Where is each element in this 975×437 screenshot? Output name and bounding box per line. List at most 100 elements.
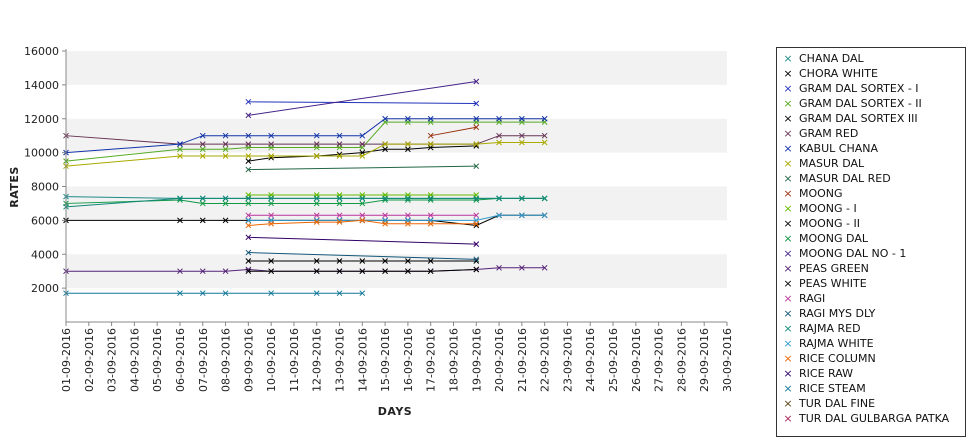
legend-marker-icon: ×: [783, 187, 793, 200]
data-point: [405, 212, 411, 219]
data-point: [313, 153, 320, 159]
data-point: [473, 141, 480, 148]
x-tick-label: 30-09-2016: [721, 328, 734, 392]
data-point: [496, 264, 502, 271]
legend-label: CHANA DAL: [799, 52, 864, 65]
data-point: [336, 258, 343, 264]
legend-label: MOONG - II: [799, 217, 861, 230]
y-tick-label: 8000: [31, 181, 59, 194]
x-tick-label: 16-09-2016: [402, 328, 415, 392]
legend-item: × PEAS WHITE: [777, 276, 965, 291]
data-point: [359, 132, 366, 139]
series-line: [248, 214, 545, 221]
data-point: [245, 234, 252, 241]
data-point: [359, 212, 366, 219]
data-point: [199, 153, 206, 159]
x-tick-label: 01-09-2016: [60, 328, 73, 392]
legend-item: × MOONG DAL NO - 1: [777, 246, 965, 261]
x-tick-label: 17-09-2016: [425, 328, 438, 392]
data-point: [473, 241, 480, 247]
data-point: [199, 195, 206, 202]
data-point: [359, 268, 366, 275]
series-line: [248, 252, 477, 260]
data-point: [336, 200, 343, 207]
data-point: [222, 132, 229, 139]
legend-marker-icon: ×: [783, 352, 793, 365]
data-point: [313, 200, 320, 207]
data-point: [177, 153, 183, 159]
data-point: [541, 115, 548, 122]
data-point: [313, 219, 320, 225]
data-point: [359, 153, 366, 159]
y-axis-title: RATES: [8, 166, 21, 208]
data-point: [177, 195, 183, 202]
legend-item: × RICE COLUMN: [777, 351, 965, 366]
x-tick-label: 21-09-2016: [516, 328, 529, 392]
data-point: [427, 212, 434, 219]
data-point: [199, 268, 206, 275]
data-point: [496, 195, 502, 202]
x-tick-label: 22-09-2016: [539, 328, 552, 392]
legend-marker-icon: ×: [783, 292, 793, 305]
legend-marker-icon: ×: [783, 157, 793, 170]
x-tick-label: 07-09-2016: [197, 328, 210, 392]
series-line: [430, 126, 477, 137]
data-point: [473, 266, 480, 273]
x-tick-label: 12-09-2016: [311, 328, 324, 392]
series-line: [248, 219, 477, 226]
series-ragi: [245, 212, 480, 219]
legend-item: × GRAM DAL SORTEX - II: [777, 96, 965, 111]
series-rice-steam: [63, 290, 366, 297]
legend-item: × GRAM DAL SORTEX - I: [777, 81, 965, 96]
data-point: [473, 124, 480, 131]
data-point: [541, 212, 548, 219]
grid-band: [66, 118, 727, 153]
data-point: [519, 115, 525, 122]
data-point: [336, 141, 343, 148]
data-point: [245, 200, 252, 207]
y-tick-label: 16000: [24, 45, 59, 58]
legend-label: RAJMA RED: [799, 322, 861, 335]
x-tick-label: 04-09-2016: [128, 328, 141, 392]
data-point: [268, 200, 274, 207]
data-point: [245, 195, 252, 202]
data-point: [496, 212, 502, 219]
x-tick-label: 26-09-2016: [630, 328, 643, 392]
legend-label: MOONG DAL: [799, 232, 868, 245]
legend-item: × RAGI: [777, 291, 965, 306]
data-point: [222, 141, 229, 148]
data-point: [473, 115, 480, 122]
legend-marker-icon: ×: [783, 307, 793, 320]
legend-label: RAJMA WHITE: [799, 337, 874, 350]
data-point: [359, 195, 366, 202]
data-point: [313, 195, 320, 202]
data-point: [336, 290, 343, 297]
legend-marker-icon: ×: [783, 112, 793, 125]
data-point: [222, 200, 229, 207]
legend-marker-icon: ×: [783, 277, 793, 290]
data-point: [245, 98, 252, 105]
legend-label: PEAS GREEN: [799, 262, 869, 275]
data-point: [245, 217, 252, 224]
series-rice-raw: [245, 234, 480, 247]
data-point: [268, 258, 274, 264]
data-point: [382, 268, 388, 275]
series-rajma-red: [63, 195, 548, 210]
legend: × CHANA DAL × CHORA WHITE × GRAM DAL SORTEX -…: [776, 47, 966, 437]
data-point: [473, 256, 480, 263]
x-tick-label: 18-09-2016: [447, 328, 460, 392]
data-point: [541, 264, 548, 271]
data-point: [199, 141, 206, 148]
series-ragi-mys-dly: [245, 249, 480, 263]
grid-band: [66, 51, 727, 85]
data-point: [313, 268, 320, 275]
data-point: [268, 220, 274, 227]
data-point: [268, 268, 274, 275]
x-tick-label: 03-09-2016: [106, 328, 119, 392]
series-layer: [63, 78, 548, 297]
data-point: [405, 268, 411, 275]
data-point: [245, 258, 252, 264]
data-point: [519, 139, 525, 146]
legend-label: CHORA WHITE: [799, 67, 878, 80]
legend-label: MASUR DAL RED: [799, 172, 891, 185]
